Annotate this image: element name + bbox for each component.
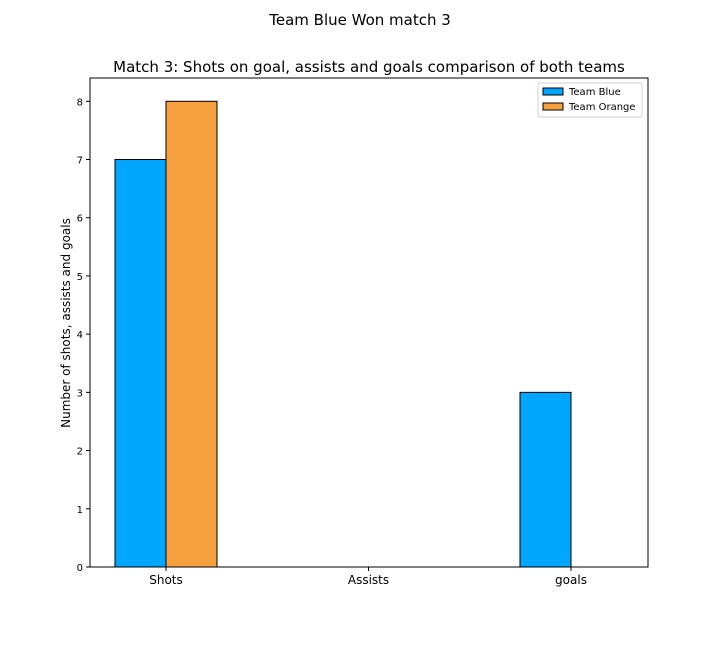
figure-suptitle: Team Blue Won match 3 [268,11,451,29]
bar-team-blue-goals [519,391,572,568]
legend-box [537,82,643,118]
y-axis-label: Number of shots, assists and goals [59,218,73,428]
legend-swatch-team-orange [542,102,564,111]
chart-title: Match 3: Shots on goal, assists and goal… [113,58,625,76]
y-tick-label: 3 [77,388,83,399]
legend-label-team-blue: Team Blue [568,87,621,98]
x-tick-label-assists: Assists [348,573,389,587]
bar-team-blue-shots [114,159,167,568]
y-tick-label: 0 [77,563,83,574]
x-tick-label-shots: Shots [149,573,183,587]
x-tick-label-goals: goals [555,573,587,587]
legend-label-team-orange: Team Orange [568,102,636,113]
y-tick-label: 8 [77,97,83,108]
y-tick-label: 4 [77,330,83,341]
y-tick-label: 6 [77,214,83,225]
bar-team-orange-shots [165,100,218,568]
legend: Team Blue Team Orange [537,82,643,118]
y-tick-label: 1 [77,505,83,516]
plot-area: 0 1 2 3 4 5 6 7 8 Shots Assists goals [77,77,649,587]
y-tick-label: 5 [77,272,83,283]
y-tick-label: 7 [77,156,83,167]
legend-swatch-team-blue [542,87,564,96]
y-tick-label: 2 [77,447,83,458]
